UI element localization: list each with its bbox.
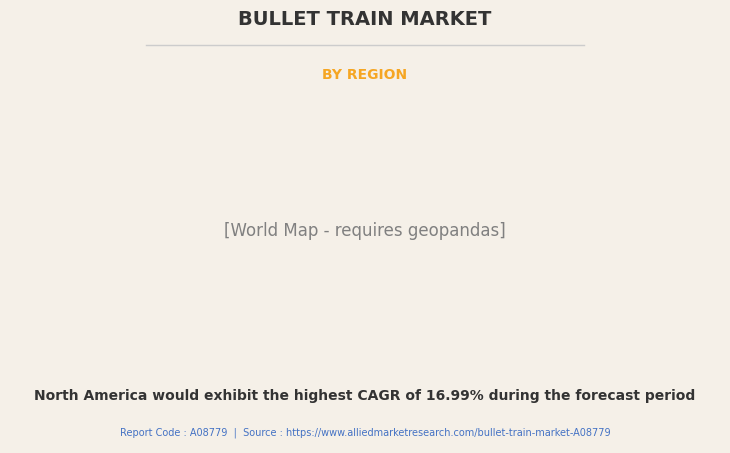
Text: Report Code : A08779  |  Source : https://www.alliedmarketresearch.com/bullet-tr: Report Code : A08779 | Source : https://… bbox=[120, 427, 610, 438]
Text: BULLET TRAIN MARKET: BULLET TRAIN MARKET bbox=[238, 10, 492, 29]
Text: North America would exhibit the highest CAGR of 16.99% during the forecast perio: North America would exhibit the highest … bbox=[34, 389, 696, 403]
Text: BY REGION: BY REGION bbox=[323, 68, 407, 82]
Text: [World Map - requires geopandas]: [World Map - requires geopandas] bbox=[224, 222, 506, 240]
